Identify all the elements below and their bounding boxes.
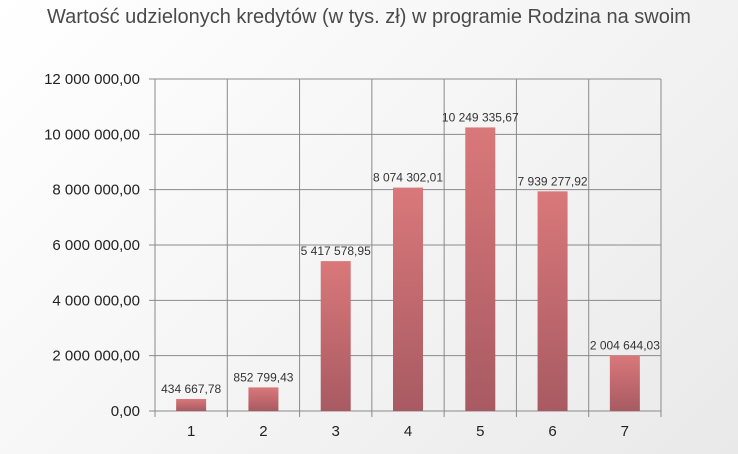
bar-3 [320,261,351,411]
y-tick-label: 12 000 000,00 [44,71,140,88]
bar-5 [465,127,496,411]
x-tick-label: 1 [187,423,195,440]
y-tick-label: 4 000 000,00 [52,292,140,309]
x-axis-ticks: 1 2 3 4 5 6 7 [187,423,629,440]
data-label-2: 852 799,43 [233,370,293,384]
data-label-4: 8 074 302,01 [373,171,443,185]
bar-1 [176,398,207,411]
bars [176,127,640,411]
data-label-5: 10 249 335,67 [442,110,519,124]
x-tick-label: 4 [404,423,412,440]
chart-title: Wartość udzielonych kredytów (w tys. zł)… [47,6,691,28]
bar-4 [393,187,423,411]
y-tick-label: 2 000 000,00 [52,348,140,365]
y-tick-label: 10 000 000,00 [44,126,140,143]
y-axis-ticks: 0,00 2 000 000,00 4 000 000,00 6 000 000,00… [44,71,140,420]
x-tick-label: 7 [621,423,629,440]
x-tick-label: 5 [476,423,484,440]
data-label-1: 434 667,78 [161,382,221,396]
data-label-7: 2 004 644,03 [590,339,660,353]
bar-2 [248,387,279,411]
bar-6 [537,191,568,411]
bar-7 [609,355,640,411]
y-tick-label: 6 000 000,00 [52,237,140,254]
y-tick-label: 0,00 [111,403,140,420]
data-label-6: 7 939 277,92 [518,174,588,188]
x-tick-label: 6 [548,423,556,440]
x-tick-label: 2 [259,423,267,440]
y-tick-label: 8 000 000,00 [52,182,140,199]
x-tick-label: 3 [332,423,340,440]
data-labels: 434 667,78 852 799,43 5 417 578,95 8 074 30… [161,110,660,396]
data-label-3: 5 417 578,95 [301,244,371,258]
